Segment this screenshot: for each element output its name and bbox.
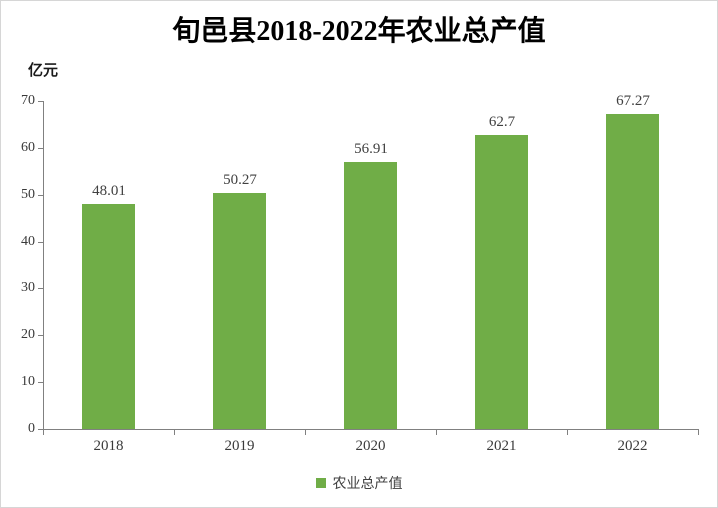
y-axis-tick-label: 40 xyxy=(21,234,35,249)
x-axis-tick xyxy=(698,429,699,435)
y-axis-tick xyxy=(38,335,43,336)
y-axis-tick xyxy=(38,429,43,430)
bar-value-label: 62.7 xyxy=(488,114,516,130)
bar xyxy=(344,162,397,429)
y-axis-tick-label: 30 xyxy=(21,280,35,295)
x-axis-category-label: 2020 xyxy=(355,438,386,454)
bar xyxy=(475,135,528,429)
x-axis-line xyxy=(43,429,699,430)
bar xyxy=(213,193,266,429)
x-axis-category-label: 2018 xyxy=(93,438,124,454)
bar xyxy=(606,114,659,429)
y-axis-tick-label: 10 xyxy=(21,374,35,389)
legend-marker-swatch xyxy=(315,478,326,488)
y-axis-line xyxy=(43,101,44,429)
x-axis-tick xyxy=(174,429,175,435)
x-axis-tick xyxy=(43,429,44,435)
legend-series-label: 农业总产值 xyxy=(332,477,403,492)
chart-title: 旬邑县2018-2022年农业总产值 xyxy=(172,16,546,47)
y-axis-tick-label: 20 xyxy=(21,327,35,342)
y-axis-tick xyxy=(38,101,43,102)
y-axis-tick xyxy=(38,382,43,383)
x-axis-tick xyxy=(567,429,568,435)
bar-value-label: 48.01 xyxy=(92,183,126,199)
y-axis-tick-label: 70 xyxy=(21,93,35,108)
y-axis-tick xyxy=(38,242,43,243)
y-axis-tick-label: 60 xyxy=(21,140,35,155)
y-axis-unit-label: 亿元 xyxy=(28,63,59,79)
bar xyxy=(82,204,135,429)
legend: 农业总产值 xyxy=(1,473,717,493)
bar-value-label: 67.27 xyxy=(616,93,650,109)
x-axis-category-label: 2019 xyxy=(224,438,255,454)
y-axis-tick xyxy=(38,195,43,196)
bar-value-label: 50.27 xyxy=(223,172,257,188)
x-axis-tick xyxy=(436,429,437,435)
x-axis-category-label: 2022 xyxy=(617,438,648,454)
x-axis-tick xyxy=(305,429,306,435)
x-axis-category-label: 2021 xyxy=(486,438,517,454)
y-axis-tick-label: 0 xyxy=(28,421,35,436)
bar-value-label: 56.91 xyxy=(354,141,388,157)
y-axis-tick-label: 50 xyxy=(21,187,35,202)
y-axis-tick xyxy=(38,288,43,289)
y-axis-tick xyxy=(38,148,43,149)
